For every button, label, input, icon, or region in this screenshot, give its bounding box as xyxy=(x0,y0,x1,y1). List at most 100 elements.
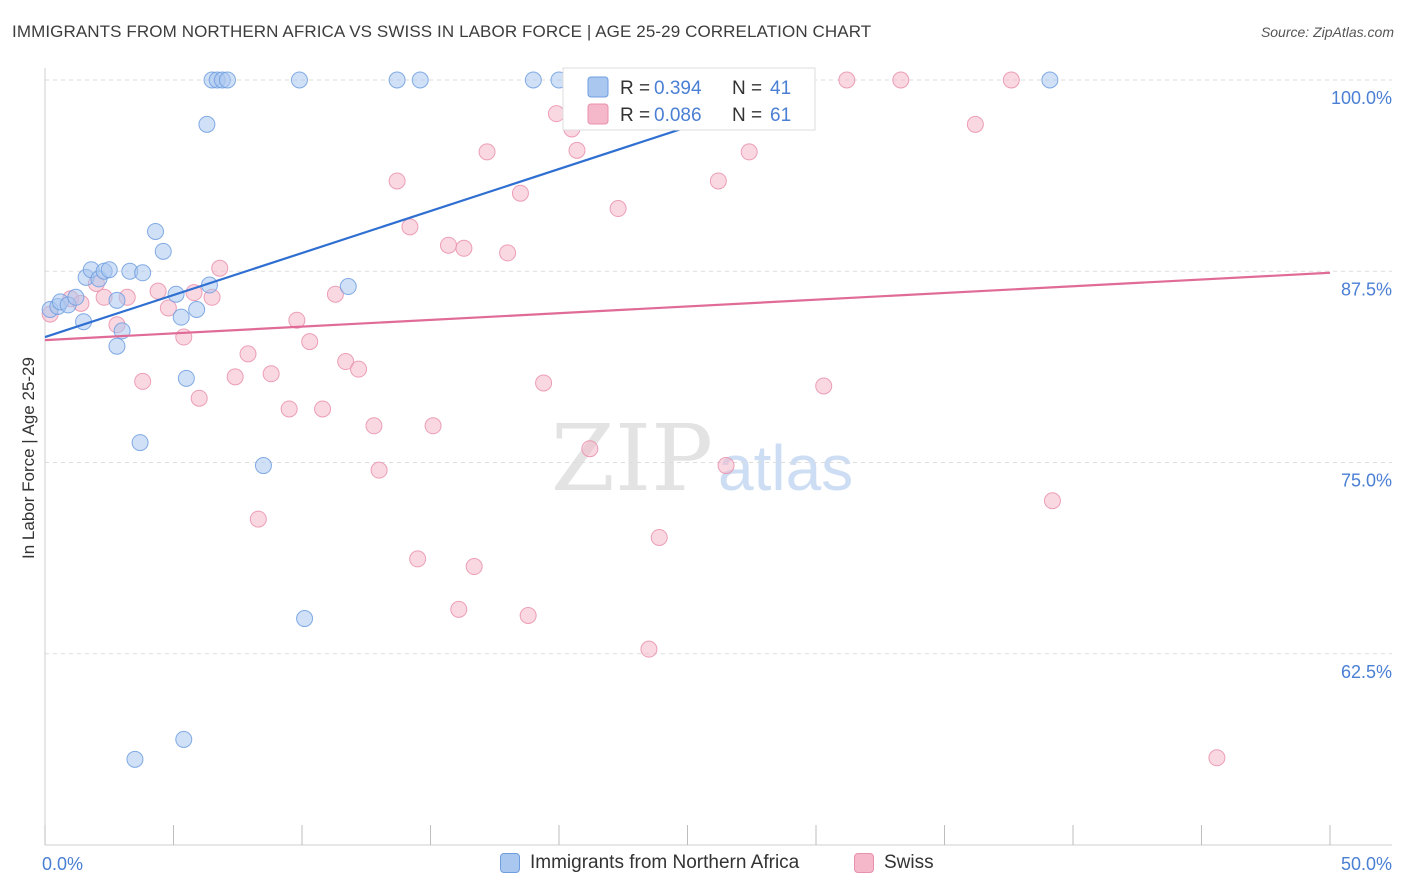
swiss-point xyxy=(370,461,388,479)
swiss-point xyxy=(511,184,529,202)
bottom-legend: Immigrants from Northern Africa Swiss xyxy=(0,852,1406,878)
legend-swatch-pink xyxy=(854,853,874,873)
swiss-point xyxy=(568,141,586,159)
northern-africa-point xyxy=(218,71,236,89)
swiss-point xyxy=(249,510,267,528)
swiss-point xyxy=(149,282,167,300)
swiss-point xyxy=(388,172,406,190)
swiss-point xyxy=(350,360,368,378)
swiss-point xyxy=(337,353,355,371)
northern-africa-point xyxy=(524,71,542,89)
swiss-point xyxy=(280,400,298,418)
swiss-point xyxy=(815,377,833,395)
watermark-atlas: atlas xyxy=(718,432,853,504)
swiss-point xyxy=(838,71,856,89)
swiss-point xyxy=(262,365,280,383)
swiss-point xyxy=(499,244,517,262)
swiss-point xyxy=(226,368,244,386)
northern-africa-point xyxy=(254,457,272,475)
watermark-zip: ZIP xyxy=(551,405,713,512)
northern-africa-point xyxy=(1041,71,1059,89)
legend-n-value: 61 xyxy=(770,105,791,126)
legend-n-label: N = xyxy=(732,78,762,99)
swiss-point xyxy=(709,172,727,190)
y-axis-label: In Labor Force | Age 25-29 xyxy=(19,357,38,559)
northern-africa-point xyxy=(411,71,429,89)
swiss-point xyxy=(314,400,332,418)
swiss-point xyxy=(609,200,627,218)
northern-africa-point xyxy=(100,261,118,279)
swiss-point xyxy=(717,457,735,475)
legend-item-swiss[interactable]: Swiss xyxy=(854,852,934,874)
chart-source: Source: ZipAtlas.com xyxy=(1260,24,1394,40)
swiss-point xyxy=(439,236,457,254)
x-tick-label: 0.0% xyxy=(42,854,83,874)
swiss-point xyxy=(478,143,496,161)
swiss-point xyxy=(547,105,565,123)
swiss-point xyxy=(640,640,658,658)
legend-swatch-blue xyxy=(500,853,520,873)
top-legend: R = 0.394 N = 41 R = 0.086 N = 61 xyxy=(562,67,816,131)
legend-n-value: 41 xyxy=(770,78,791,99)
northern-africa-point xyxy=(131,434,149,452)
tick-labels: 62.5% 75.0% 87.5% 100.0% 0.0% 50.0% xyxy=(42,88,1392,874)
y-tick-label: 87.5% xyxy=(1341,279,1392,299)
swiss-point xyxy=(740,143,758,161)
swiss-point xyxy=(288,311,306,329)
northern-africa-point xyxy=(147,222,165,240)
swiss-point xyxy=(301,333,319,351)
swiss-point xyxy=(211,259,229,277)
swiss-point xyxy=(134,372,152,390)
swiss-point xyxy=(239,345,257,363)
legend-r-label: R = xyxy=(620,105,650,126)
swiss-point xyxy=(581,440,599,458)
northern-africa-point xyxy=(388,71,406,89)
northern-africa-point xyxy=(188,301,206,318)
swiss-point xyxy=(465,558,483,576)
legend-label-swiss: Swiss xyxy=(884,852,934,873)
x-tick-label: 50.0% xyxy=(1341,854,1392,874)
legend-label-northern-africa: Immigrants from Northern Africa xyxy=(530,852,800,873)
y-tick-label: 75.0% xyxy=(1341,471,1392,491)
gridlines xyxy=(45,79,1392,655)
axes xyxy=(44,68,1392,846)
swiss-point xyxy=(1002,71,1020,89)
swiss-point xyxy=(409,550,427,568)
swiss-point xyxy=(326,285,344,303)
northern-africa-point xyxy=(108,337,126,355)
northern-africa-point xyxy=(175,730,193,748)
northern-africa-point xyxy=(177,369,195,387)
y-tick-label: 62.5% xyxy=(1341,662,1392,682)
swiss-point xyxy=(892,71,910,89)
swiss-point xyxy=(401,218,419,236)
legend-swatch-blue xyxy=(587,76,609,98)
swiss-point xyxy=(159,299,177,317)
swiss-point xyxy=(966,115,984,133)
swiss-point xyxy=(450,600,468,618)
northern-africa-point xyxy=(296,610,314,628)
legend-n-label: N = xyxy=(732,105,762,126)
swiss-point xyxy=(1043,492,1061,510)
watermark: ZIP atlas xyxy=(551,405,853,512)
legend-r-value: 0.086 xyxy=(654,105,702,126)
swiss-point xyxy=(365,417,383,435)
northern-africa-point xyxy=(339,278,357,296)
northern-africa-point xyxy=(126,750,144,768)
y-tick-label: 100.0% xyxy=(1331,88,1392,108)
legend-r-label: R = xyxy=(620,78,650,99)
swiss-point xyxy=(650,528,668,546)
swiss-point xyxy=(190,389,208,407)
northern-africa-point xyxy=(134,264,152,282)
northern-africa-point xyxy=(198,115,216,133)
swiss-point xyxy=(535,374,553,392)
legend-r-value: 0.394 xyxy=(654,78,702,99)
swiss-trend-line xyxy=(44,271,1331,342)
chart-title: IMMIGRANTS FROM NORTHERN AFRICA VS SWISS… xyxy=(12,22,872,41)
northern-africa-point xyxy=(108,291,126,309)
legend-swatch-pink xyxy=(587,103,609,125)
swiss-point xyxy=(424,417,442,435)
legend-item-northern-africa[interactable]: Immigrants from Northern Africa xyxy=(500,852,799,874)
northern-africa-point xyxy=(172,308,190,326)
northern-africa-point xyxy=(67,288,85,306)
